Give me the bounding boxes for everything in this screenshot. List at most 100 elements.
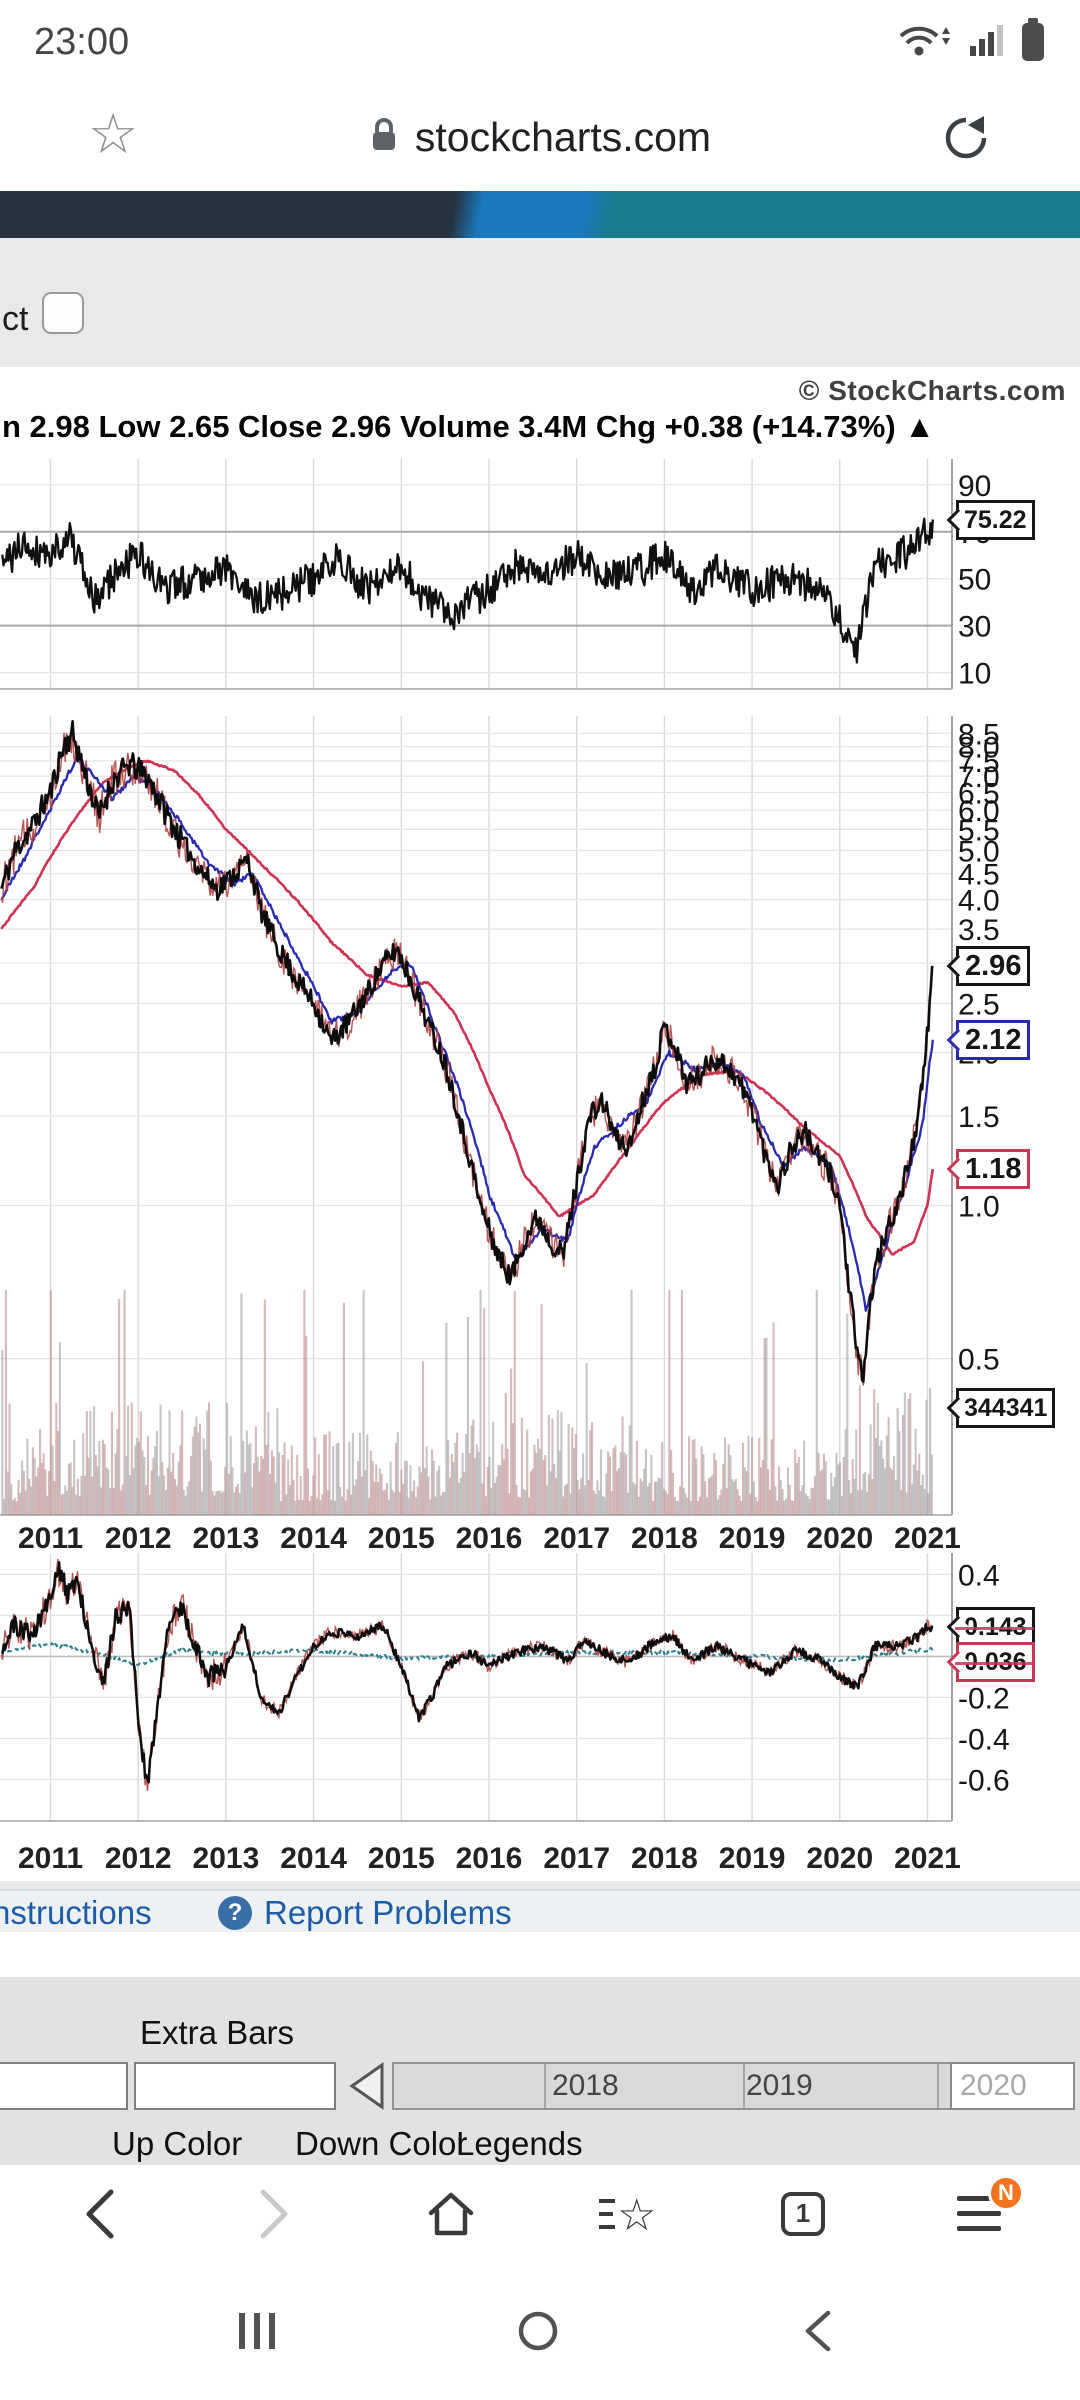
tabs-button[interactable]: 1 <box>738 2165 868 2262</box>
chart-card: © StockCharts.com n 2.98 Low 2.65 Close … <box>0 367 1080 1881</box>
android-nav-bar <box>0 2262 1080 2400</box>
wifi-icon <box>898 22 952 63</box>
stock-chart: 90 70 50 30 10 8.58.07.57.06.56.05.55.04.54.0… <box>0 459 1010 1875</box>
svg-text:-0.4: -0.4 <box>958 1723 1010 1756</box>
svg-text:2017: 2017 <box>543 1522 610 1555</box>
svg-text:90: 90 <box>958 470 991 503</box>
back-button[interactable] <box>34 2165 164 2262</box>
svg-text:2015: 2015 <box>368 1522 435 1555</box>
down-color-label: Down Color <box>295 2125 468 2162</box>
svg-text:0.4: 0.4 <box>958 1559 1000 1592</box>
svg-text:3.5: 3.5 <box>958 914 1000 947</box>
inspect-checkbox[interactable] <box>42 292 84 334</box>
report-problems-link[interactable]: ? Report Problems <box>218 1894 512 1932</box>
range-handle-icon[interactable] <box>344 2059 388 2118</box>
ohlc-legend: n 2.98 Low 2.65 Close 2.96 Volume 3.4M C… <box>2 409 935 444</box>
up-color-label: Up Color <box>112 2125 243 2162</box>
svg-text:1.5: 1.5 <box>958 1101 1000 1134</box>
address-bar[interactable]: stockcharts.com <box>0 84 1080 191</box>
svg-text:2018: 2018 <box>631 1842 698 1875</box>
svg-text:30: 30 <box>958 611 991 644</box>
slider-year-2020: 2020 <box>960 2069 1027 2102</box>
svg-text:2020: 2020 <box>806 1522 873 1555</box>
svg-text:-0.6: -0.6 <box>958 1764 1010 1797</box>
svg-text:☆: ☆ <box>617 2191 656 2240</box>
menu-button[interactable]: N <box>914 2165 1044 2262</box>
status-icons <box>898 17 1046 68</box>
svg-text:2011: 2011 <box>18 1522 83 1555</box>
stockcharts-watermark: © StockCharts.com <box>798 375 1066 406</box>
svg-text:2014: 2014 <box>280 1842 347 1875</box>
svg-text:2021: 2021 <box>894 1842 961 1875</box>
slider-year-2018: 2018 <box>552 2069 619 2102</box>
svg-text:5.0: 5.0 <box>958 835 1000 868</box>
year-range-slider[interactable]: 2018 2019 2020 <box>392 2062 1075 2110</box>
slider-tick <box>937 2064 939 2108</box>
hamburger-icon <box>957 2196 1001 2231</box>
svg-text:2.5: 2.5 <box>958 988 1000 1021</box>
bookmark-star-icon[interactable]: ☆ <box>88 102 139 165</box>
android-home-button[interactable] <box>468 2262 608 2400</box>
svg-text:6.5: 6.5 <box>958 778 1000 811</box>
svg-text:8.5: 8.5 <box>958 718 1000 751</box>
svg-text:2011: 2011 <box>18 1842 83 1875</box>
url-text: stockcharts.com <box>414 114 712 160</box>
svg-text:2015: 2015 <box>368 1842 435 1875</box>
chart-area: 90 70 50 30 10 8.5 8.0 7.5 7.0 6.5 6.0 5.5 5.0 4.5 4.0… <box>0 451 1080 1881</box>
svg-text:7.5: 7.5 <box>958 746 1000 779</box>
svg-text:2013: 2013 <box>193 1842 260 1875</box>
clock: 23:00 <box>34 20 130 63</box>
status-bar: 23:00 <box>0 0 1080 84</box>
spacer <box>0 1932 1080 1977</box>
lock-icon <box>369 116 399 159</box>
tab-count-icon: 1 <box>781 2191 825 2236</box>
svg-text:2013: 2013 <box>193 1522 260 1555</box>
android-back-button[interactable] <box>748 2262 888 2400</box>
home-button[interactable] <box>386 2165 516 2262</box>
slider-year-2019: 2019 <box>746 2069 813 2102</box>
svg-text:2.0: 2.0 <box>958 1038 1000 1071</box>
svg-text:2016: 2016 <box>456 1842 523 1875</box>
recents-button[interactable] <box>187 2262 327 2400</box>
svg-text:10: 10 <box>958 658 991 691</box>
svg-text:5.5: 5.5 <box>958 814 1000 847</box>
svg-text:70: 70 <box>958 517 991 550</box>
svg-text:2012: 2012 <box>105 1522 172 1555</box>
forward-button[interactable] <box>210 2165 340 2262</box>
legends-label: Legends <box>456 2125 583 2162</box>
svg-text:2012: 2012 <box>105 1842 172 1875</box>
svg-text:8.0: 8.0 <box>958 732 1000 765</box>
browser-nav-bar: ☆ 1 N <box>0 2165 1080 2264</box>
refresh-button[interactable] <box>940 112 992 169</box>
svg-text:4.0: 4.0 <box>958 885 1000 918</box>
slider-tick <box>743 2064 745 2108</box>
chart-settings-section: Extra Bars 2018 2019 2020 Up Color Down … <box>0 1977 1080 2165</box>
instructions-link[interactable]: nstructions <box>0 1894 152 1931</box>
bookmarks-button[interactable]: ☆ <box>562 2165 692 2262</box>
svg-text:6.0: 6.0 <box>958 795 1000 828</box>
svg-text:3.0: 3.0 <box>958 948 1000 981</box>
svg-text:-0.2: -0.2 <box>958 1682 1010 1715</box>
links-row: nstructions ? Report Problems <box>0 1889 1080 1934</box>
extra-bars-input[interactable] <box>134 2062 336 2110</box>
svg-text:1.0: 1.0 <box>958 1191 1000 1224</box>
svg-text:2018: 2018 <box>631 1522 698 1555</box>
signal-icon <box>968 22 1004 63</box>
svg-text:2014: 2014 <box>280 1522 347 1555</box>
svg-text:2017: 2017 <box>543 1842 610 1875</box>
text-input-partial[interactable] <box>0 2062 128 2110</box>
svg-text:2020: 2020 <box>806 1842 873 1875</box>
brand-banner <box>0 191 1080 238</box>
svg-text:7.0: 7.0 <box>958 761 1000 794</box>
battery-icon <box>1020 17 1046 68</box>
svg-text:50: 50 <box>958 564 991 597</box>
svg-text:2016: 2016 <box>456 1522 523 1555</box>
svg-text:2019: 2019 <box>719 1522 786 1555</box>
year-range-selection[interactable] <box>950 2062 1075 2110</box>
inspect-label: ct <box>2 300 29 338</box>
slider-tick <box>544 2064 546 2108</box>
extra-bars-label: Extra Bars <box>140 2014 295 2051</box>
browser-toolbar: ☆ stockcharts.com <box>0 84 1080 191</box>
help-icon: ? <box>218 1896 252 1930</box>
